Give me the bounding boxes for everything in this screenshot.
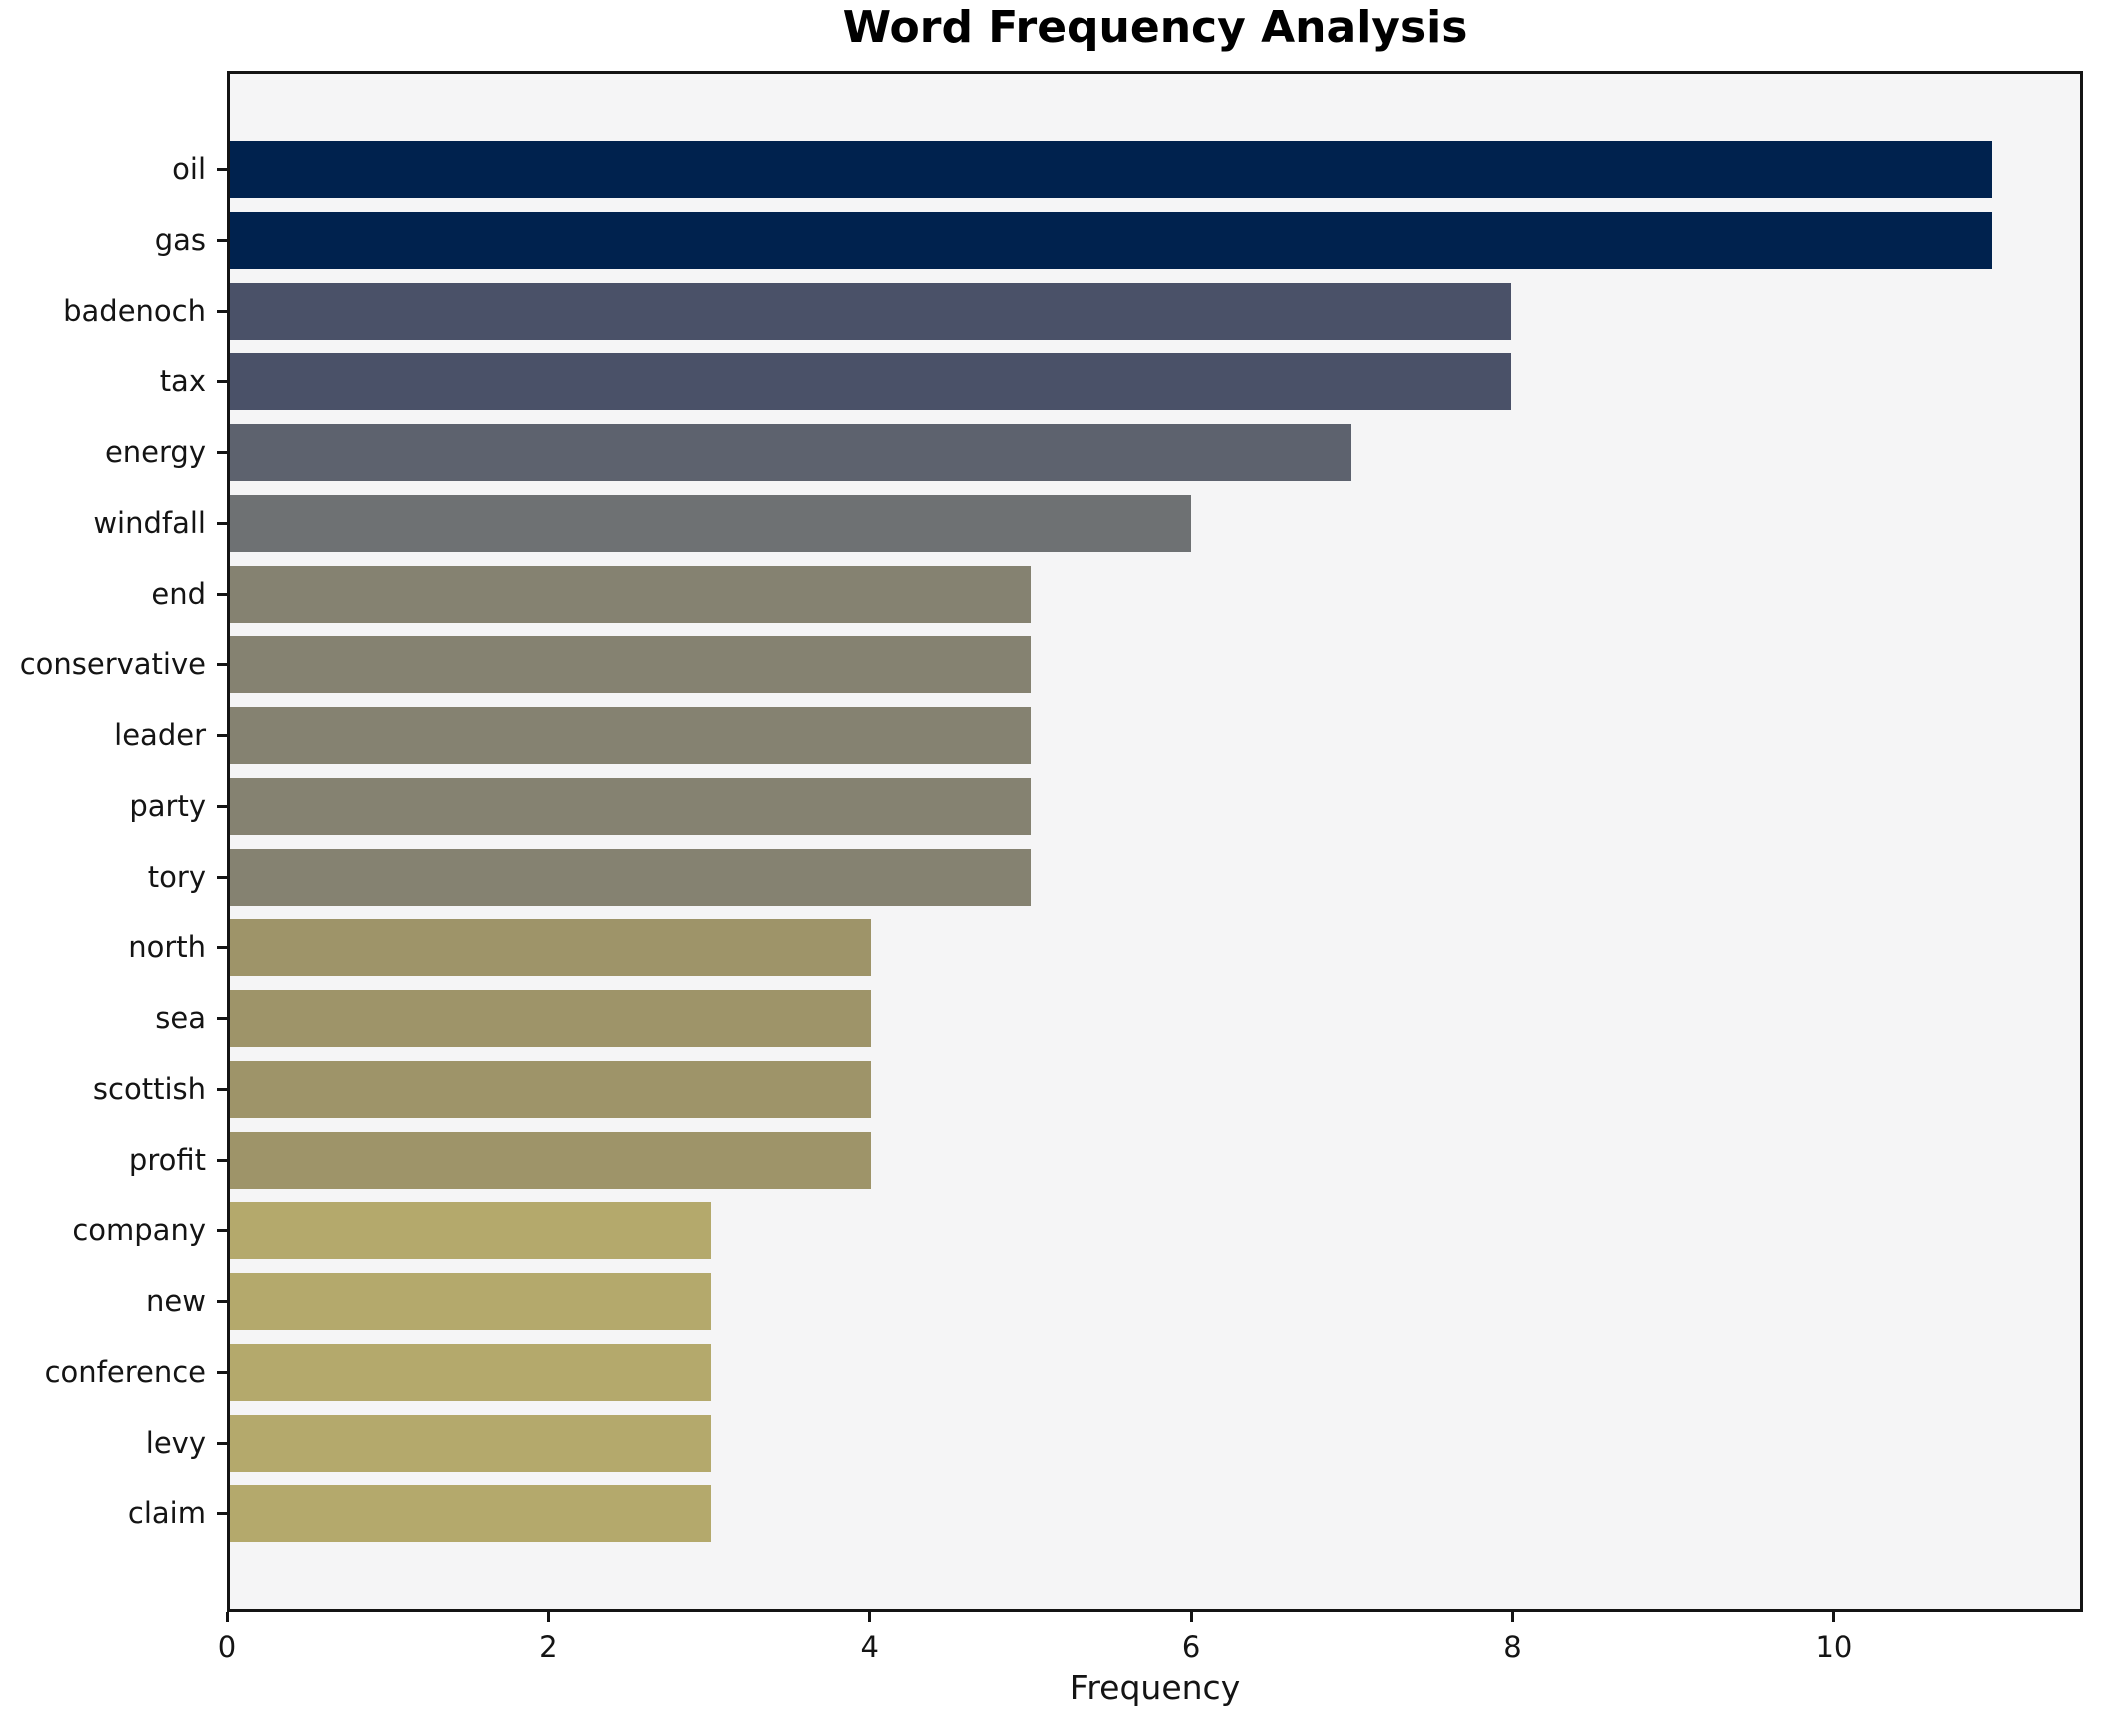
y-tick-mark-gas — [217, 238, 227, 242]
y-tick-label-leader: leader — [114, 718, 206, 752]
bar-leader — [230, 707, 1031, 764]
bar-badenoch — [230, 282, 1512, 340]
bar-conference — [230, 1343, 711, 1401]
bar-levy — [230, 1414, 711, 1472]
bar-north — [230, 919, 871, 977]
y-tick-mark-tax — [217, 380, 227, 384]
y-tick-mark-sea — [217, 1017, 227, 1020]
y-tick-mark-company — [217, 1229, 227, 1233]
plot-area — [227, 71, 2083, 1612]
y-tick-mark-north — [217, 946, 227, 950]
y-tick-label-gas: gas — [154, 222, 206, 257]
x-tick-mark-2 — [546, 1612, 550, 1622]
y-tick-label-levy: levy — [145, 1425, 206, 1460]
y-tick-label-tax: tax — [159, 364, 206, 399]
bar-conservative — [230, 636, 1031, 694]
x-tick-mark-6 — [1189, 1612, 1193, 1622]
y-tick-label-sea: sea — [155, 1001, 206, 1035]
x-tick-label-0: 0 — [217, 1630, 237, 1664]
x-tick-mark-10 — [1832, 1612, 1836, 1622]
y-tick-label-company: company — [72, 1213, 206, 1248]
y-tick-mark-windfall — [217, 521, 227, 525]
bar-profit — [230, 1131, 871, 1189]
bar-company — [230, 1202, 711, 1260]
y-tick-label-conference: conference — [44, 1354, 206, 1389]
x-tick-label-10: 10 — [1815, 1630, 1853, 1664]
bar-gas — [230, 211, 1992, 269]
y-tick-label-tory: tory — [147, 859, 206, 894]
y-tick-label-profit: profit — [128, 1142, 206, 1177]
y-tick-label-conservative: conservative — [19, 647, 206, 682]
y-tick-mark-scottish — [217, 1087, 227, 1091]
x-tick-mark-8 — [1511, 1612, 1515, 1622]
bar-claim — [230, 1485, 711, 1543]
x-axis-label: Frequency — [1069, 1668, 1241, 1707]
bar-sea — [230, 990, 871, 1047]
y-tick-label-new: new — [146, 1284, 206, 1318]
y-tick-mark-conservative — [217, 663, 227, 667]
y-tick-label-oil: oil — [172, 152, 206, 186]
y-tick-mark-oil — [217, 168, 227, 171]
y-tick-mark-end — [217, 592, 227, 596]
y-tick-label-scottish: scottish — [92, 1071, 206, 1106]
y-tick-mark-new — [217, 1300, 227, 1303]
x-tick-label-6: 6 — [1181, 1630, 1201, 1664]
bar-new — [230, 1273, 711, 1330]
y-tick-label-end: end — [151, 576, 206, 611]
y-tick-label-north: north — [128, 930, 206, 965]
y-tick-mark-badenoch — [217, 309, 227, 313]
y-tick-mark-leader — [217, 734, 227, 737]
y-tick-mark-claim — [217, 1512, 227, 1516]
y-tick-mark-levy — [217, 1441, 227, 1445]
x-tick-mark-4 — [868, 1612, 872, 1622]
bar-oil — [230, 141, 1992, 198]
bar-tax — [230, 353, 1512, 411]
y-tick-mark-conference — [217, 1370, 227, 1374]
x-tick-label-8: 8 — [1503, 1630, 1522, 1664]
bar-tory — [230, 848, 1031, 906]
bar-energy — [230, 424, 1352, 481]
y-tick-mark-tory — [217, 875, 227, 879]
y-tick-mark-energy — [217, 451, 227, 454]
y-tick-mark-profit — [217, 1158, 227, 1162]
y-tick-label-claim: claim — [127, 1496, 206, 1531]
bar-windfall — [230, 494, 1192, 552]
y-tick-mark-party — [217, 804, 227, 808]
x-tick-label-4: 4 — [860, 1630, 879, 1664]
y-tick-label-windfall: windfall — [93, 505, 206, 540]
bar-end — [230, 565, 1031, 623]
x-tick-label-2: 2 — [539, 1630, 558, 1664]
x-tick-mark-0 — [225, 1612, 229, 1622]
bar-party — [230, 777, 1031, 835]
y-tick-label-party: party — [129, 788, 206, 823]
bar-scottish — [230, 1060, 871, 1118]
y-tick-label-badenoch: badenoch — [63, 293, 206, 328]
chart-title: Word Frequency Analysis — [842, 2, 1468, 53]
y-tick-label-energy: energy — [104, 435, 206, 469]
